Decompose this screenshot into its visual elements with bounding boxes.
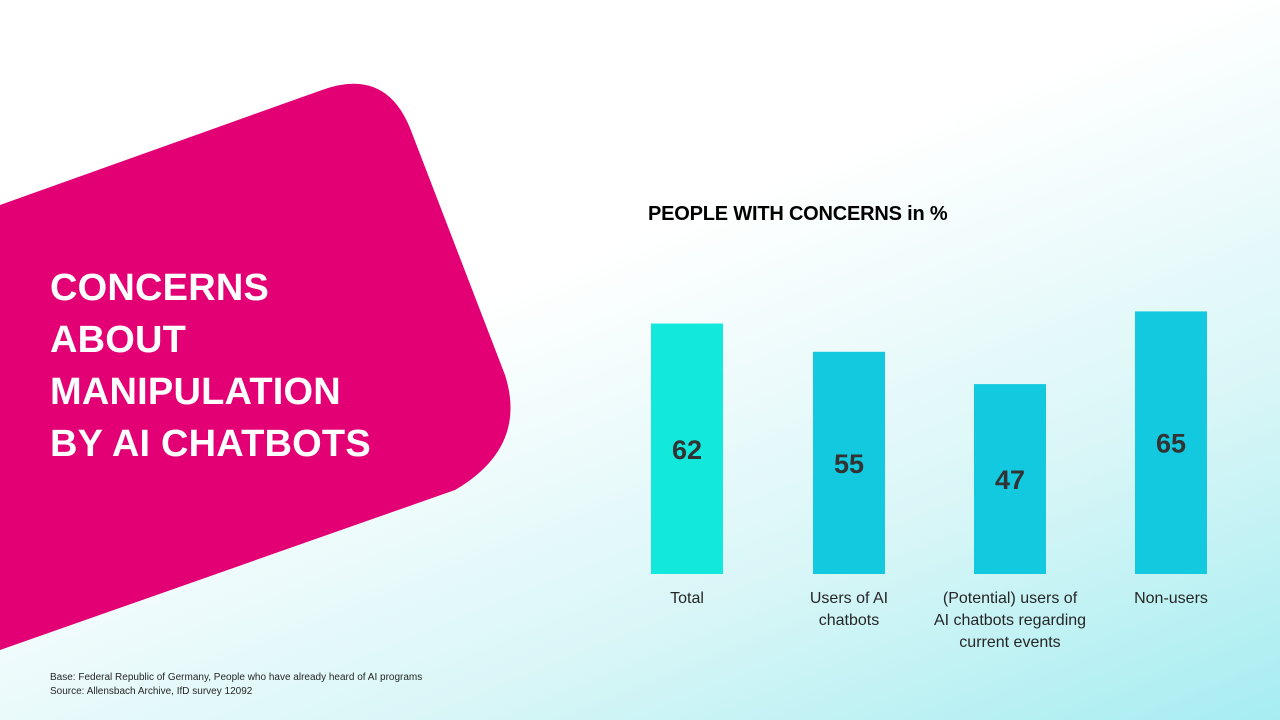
- footnote-source: Source: Allensbach Archive, IfD survey 1…: [50, 686, 253, 697]
- chart-title: PEOPLE WITH CONCERNS in %: [648, 203, 948, 225]
- category-label-3-line-3: current events: [959, 634, 1061, 651]
- category-label-1: Total: [592, 588, 782, 610]
- bar-1: [651, 323, 723, 574]
- category-label-3: (Potential) users of AI chatbots regardin…: [915, 588, 1105, 654]
- category-label-4: Non-users: [1076, 588, 1266, 610]
- bar-value-label-3: 47: [995, 465, 1025, 495]
- headline-line-3: MANIPULATION: [50, 371, 341, 413]
- category-label-2-line-2: chatbots: [818, 612, 880, 629]
- bar-4: [1135, 311, 1207, 574]
- bar-3: [974, 384, 1046, 574]
- category-label-2-line-1: Users of AI: [809, 590, 889, 607]
- category-label-4-line-1: Non-users: [1134, 590, 1208, 607]
- footnote: Base: Federal Republic of Germany, Peopl…: [50, 671, 422, 699]
- headline-line-1: CONCERNS: [50, 267, 270, 309]
- bar-2: [813, 351, 885, 574]
- category-label-2: Users of AI chatbots: [754, 588, 944, 632]
- bar-value-label-1: 62: [672, 435, 702, 465]
- headline-line-4: BY AI CHATBOTS: [50, 423, 371, 465]
- category-label-1-line-1: Total: [670, 590, 704, 607]
- footnote-base: Base: Federal Republic of Germany, Peopl…: [50, 672, 423, 683]
- bar-value-label-2: 55: [834, 449, 864, 479]
- category-label-3-line-2: AI chatbots regarding: [933, 612, 1087, 629]
- bar-value-label-4: 65: [1156, 429, 1186, 459]
- slide-headline: CONCERNS ABOUT MANIPULATION BY AI CHATBO…: [50, 262, 450, 470]
- category-label-3-line-1: (Potential) users of: [942, 590, 1078, 607]
- magenta-rounded-panel: [0, 83, 511, 650]
- headline-line-2: ABOUT: [50, 319, 187, 361]
